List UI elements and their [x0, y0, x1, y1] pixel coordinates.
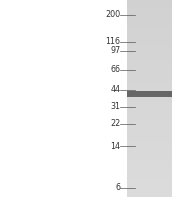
- Bar: [127, 102, 172, 105]
- Bar: [127, 95, 172, 98]
- Text: 22: 22: [110, 119, 120, 128]
- Bar: [127, 62, 172, 66]
- Bar: [127, 69, 172, 72]
- Bar: [127, 105, 172, 108]
- Bar: [127, 66, 172, 69]
- Bar: [127, 98, 172, 102]
- Text: 97: 97: [110, 46, 120, 55]
- Bar: [127, 174, 172, 177]
- Bar: [127, 36, 172, 39]
- Bar: [127, 82, 172, 85]
- Text: 200: 200: [105, 10, 120, 19]
- Bar: [127, 43, 172, 46]
- Bar: [127, 26, 172, 30]
- Text: 44: 44: [110, 85, 120, 94]
- Bar: [127, 115, 172, 118]
- Bar: [127, 49, 172, 53]
- Text: 31: 31: [110, 102, 120, 111]
- Bar: [127, 184, 172, 187]
- Bar: [127, 0, 172, 3]
- Bar: [127, 89, 172, 92]
- Bar: [127, 108, 172, 112]
- Bar: [127, 3, 172, 7]
- Bar: [127, 161, 172, 164]
- Bar: [127, 171, 172, 174]
- Bar: [127, 141, 172, 144]
- Bar: [127, 92, 172, 95]
- Bar: [127, 79, 172, 82]
- Bar: [127, 56, 172, 59]
- Bar: [127, 148, 172, 151]
- Bar: [127, 30, 172, 33]
- Bar: [127, 85, 172, 89]
- Bar: [127, 154, 172, 158]
- Bar: [127, 23, 172, 26]
- Bar: [127, 13, 172, 16]
- Bar: [127, 20, 172, 23]
- Bar: [127, 158, 172, 161]
- Bar: [127, 190, 172, 194]
- Bar: [127, 125, 172, 128]
- Bar: [127, 46, 172, 49]
- Bar: [127, 16, 172, 20]
- Text: 66: 66: [110, 65, 120, 74]
- Bar: [127, 112, 172, 115]
- Bar: [127, 151, 172, 154]
- Text: 116: 116: [105, 37, 120, 46]
- Bar: [127, 39, 172, 43]
- Bar: [127, 53, 172, 56]
- Bar: [127, 75, 172, 79]
- Bar: [127, 72, 172, 75]
- Bar: [127, 33, 172, 36]
- Bar: [127, 177, 172, 181]
- Bar: [127, 138, 172, 141]
- Bar: [127, 131, 172, 135]
- Bar: [127, 10, 172, 13]
- Bar: [127, 181, 172, 184]
- Bar: [127, 59, 172, 62]
- Bar: [127, 167, 172, 171]
- Bar: [127, 144, 172, 148]
- Text: 6: 6: [115, 183, 120, 192]
- Bar: [127, 164, 172, 167]
- Bar: [127, 122, 172, 125]
- Text: 14: 14: [110, 142, 120, 151]
- Bar: [127, 118, 172, 122]
- Bar: [127, 7, 172, 10]
- Bar: [127, 128, 172, 131]
- Bar: [127, 91, 172, 97]
- Bar: [127, 135, 172, 138]
- Text: kDa: kDa: [102, 0, 120, 1]
- Bar: [127, 194, 172, 197]
- Bar: [127, 187, 172, 190]
